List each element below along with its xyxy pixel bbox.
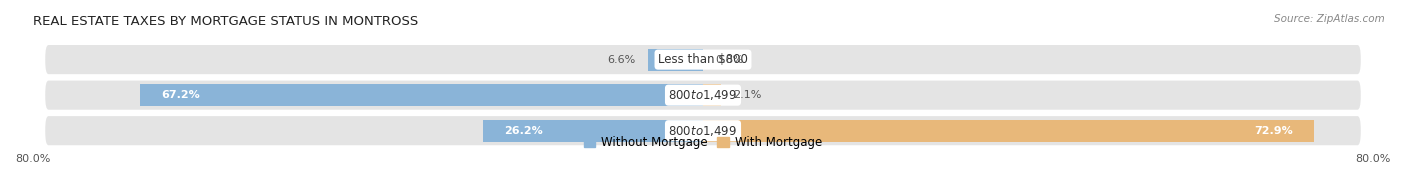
Text: $800 to $1,499: $800 to $1,499: [668, 88, 738, 102]
Bar: [703, 84, 721, 106]
Text: 2.1%: 2.1%: [733, 90, 762, 100]
Bar: [648, 49, 703, 71]
Text: 67.2%: 67.2%: [160, 90, 200, 100]
Text: 0.0%: 0.0%: [716, 55, 744, 65]
Bar: [141, 84, 703, 106]
FancyBboxPatch shape: [45, 81, 1361, 110]
Text: 26.2%: 26.2%: [505, 126, 543, 136]
Text: $800 to $1,499: $800 to $1,499: [668, 124, 738, 138]
FancyBboxPatch shape: [45, 45, 1361, 74]
Text: REAL ESTATE TAXES BY MORTGAGE STATUS IN MONTROSS: REAL ESTATE TAXES BY MORTGAGE STATUS IN …: [32, 15, 418, 28]
Bar: [484, 120, 703, 142]
Bar: [703, 120, 1313, 142]
Legend: Without Mortgage, With Mortgage: Without Mortgage, With Mortgage: [579, 131, 827, 154]
FancyBboxPatch shape: [45, 116, 1361, 145]
Text: Source: ZipAtlas.com: Source: ZipAtlas.com: [1274, 14, 1385, 24]
Text: Less than $800: Less than $800: [658, 53, 748, 66]
Text: 6.6%: 6.6%: [607, 55, 636, 65]
Text: 72.9%: 72.9%: [1254, 126, 1294, 136]
